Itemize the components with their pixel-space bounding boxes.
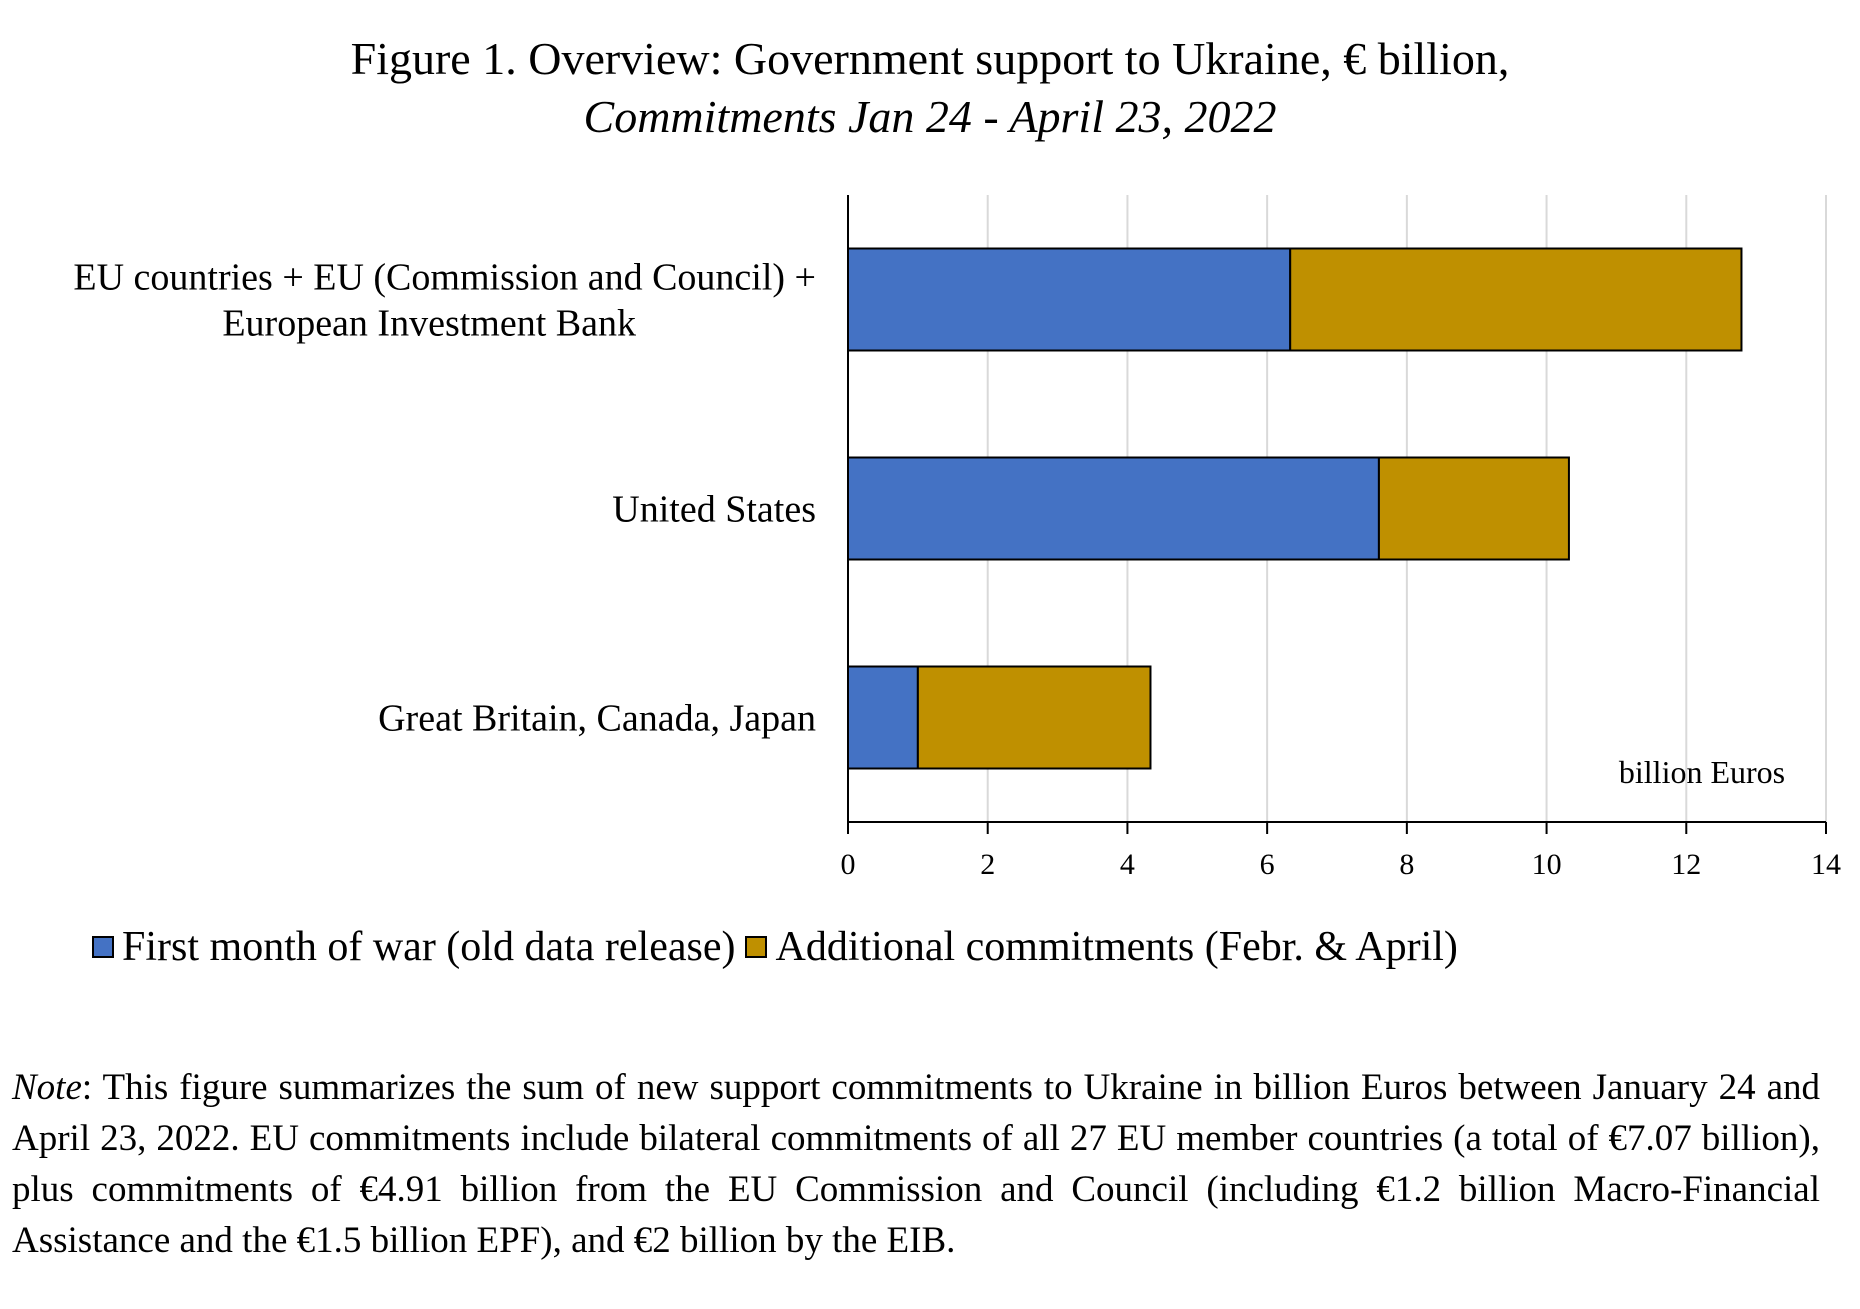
chart-subtitle: Commitments Jan 24 - April 23, 2022 [583,91,1277,142]
title-block: Figure 1. Overview: Government support t… [0,30,1860,146]
x-tick-label-2: 2 [980,848,995,881]
category-label-2: Great Britain, Canada, Japan [378,698,816,740]
legend: First month of war (old data release) Ad… [92,922,1468,972]
chart-title: Figure 1. Overview: Government support t… [350,33,1510,84]
x-tick-label-4: 4 [1120,848,1135,881]
note-text: : This figure summarizes the sum of new … [12,1067,1820,1261]
legend-item-first-month: First month of war (old data release) [92,922,735,972]
bar-1-series-1 [1377,456,1570,561]
x-tick-label-14: 14 [1811,848,1841,881]
note-label: Note [12,1067,82,1108]
bar-0-series-0 [847,247,1292,352]
bar-1-series-0 [847,456,1380,561]
legend-item-additional: Additional commitments (Febr. & April) [745,922,1458,972]
bar-2-series-0 [847,665,919,770]
category-label-1: United States [612,489,816,531]
legend-swatch-additional [745,936,768,958]
x-tick-label-8: 8 [1399,848,1414,881]
legend-label-additional: Additional commitments (Febr. & April) [775,924,1458,970]
bar-0-series-1 [1289,247,1743,352]
legend-label-first-month: First month of war (old data release) [122,924,736,970]
x-tick-label-6: 6 [1260,848,1275,881]
axis-unit-label: billion Euros [1619,754,1785,790]
note: Note: This figure summarizes the sum of … [12,1062,1820,1266]
x-tick-label-0: 0 [841,848,856,881]
legend-swatch-first-month [92,936,114,958]
x-tick-label-12: 12 [1671,848,1701,881]
bar-chart: EU countries + EU (Commission and Counci… [73,195,1841,881]
bar-2-series-1 [916,665,1152,770]
category-label-0: EU countries + EU (Commission and Counci… [73,257,816,345]
x-tick-label-10: 10 [1532,848,1562,881]
